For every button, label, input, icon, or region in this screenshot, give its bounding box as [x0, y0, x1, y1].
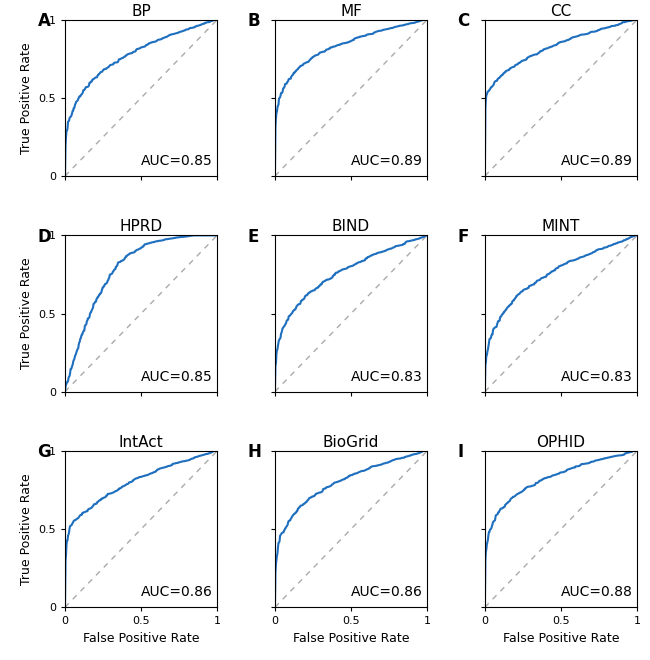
Title: MF: MF — [340, 4, 362, 18]
Title: OPHID: OPHID — [536, 435, 586, 450]
Text: D: D — [38, 228, 51, 246]
Y-axis label: True Positive Rate: True Positive Rate — [20, 473, 32, 585]
X-axis label: False Positive Rate: False Positive Rate — [292, 632, 410, 645]
Title: MINT: MINT — [541, 219, 580, 234]
Title: BP: BP — [131, 4, 151, 18]
Title: BioGrid: BioGrid — [323, 435, 379, 450]
Text: AUC=0.86: AUC=0.86 — [350, 585, 422, 599]
Text: AUC=0.83: AUC=0.83 — [561, 370, 632, 384]
Title: CC: CC — [551, 4, 571, 18]
X-axis label: False Positive Rate: False Positive Rate — [83, 632, 200, 645]
Text: AUC=0.85: AUC=0.85 — [141, 154, 213, 168]
Text: E: E — [248, 228, 259, 246]
Text: AUC=0.83: AUC=0.83 — [351, 370, 422, 384]
Title: IntAct: IntAct — [119, 435, 163, 450]
Text: AUC=0.86: AUC=0.86 — [140, 585, 213, 599]
Title: HPRD: HPRD — [120, 219, 162, 234]
Text: H: H — [248, 443, 261, 461]
Text: AUC=0.89: AUC=0.89 — [560, 154, 632, 168]
Text: A: A — [38, 12, 51, 30]
Text: F: F — [458, 228, 469, 246]
Text: I: I — [458, 443, 463, 461]
Text: C: C — [458, 12, 470, 30]
Text: AUC=0.85: AUC=0.85 — [141, 370, 213, 384]
X-axis label: False Positive Rate: False Positive Rate — [502, 632, 619, 645]
Title: BIND: BIND — [332, 219, 370, 234]
Text: G: G — [38, 443, 51, 461]
Text: AUC=0.89: AUC=0.89 — [350, 154, 422, 168]
Y-axis label: True Positive Rate: True Positive Rate — [20, 257, 32, 370]
Text: AUC=0.88: AUC=0.88 — [560, 585, 632, 599]
Text: B: B — [248, 12, 260, 30]
Y-axis label: True Positive Rate: True Positive Rate — [20, 42, 32, 154]
